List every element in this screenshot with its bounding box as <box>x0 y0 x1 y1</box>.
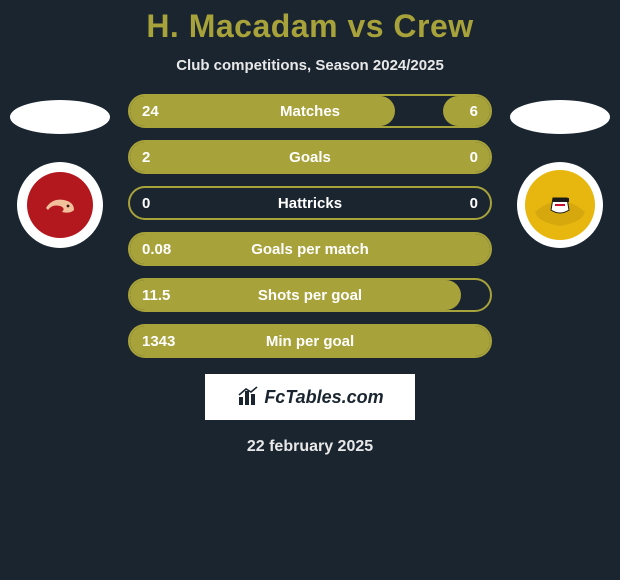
title-player-a: H. Macadam <box>146 8 338 44</box>
title-vs: vs <box>347 8 384 44</box>
date-line: 22 february 2025 <box>0 438 620 456</box>
stat-row: 0.08Goals per match <box>128 232 492 266</box>
subtitle: Club competitions, Season 2024/2025 <box>0 57 620 74</box>
stat-row: 1343Min per goal <box>128 324 492 358</box>
stat-fill-left <box>130 96 395 126</box>
stat-fill-left <box>130 326 490 356</box>
club-col-left <box>0 94 120 248</box>
country-oval-left <box>10 100 110 134</box>
page-title: H. Macadam vs Crew <box>0 8 620 45</box>
country-oval-right <box>510 100 610 134</box>
club-badge-left <box>17 162 103 248</box>
stat-row: 0Hattricks0 <box>128 186 492 220</box>
stat-fill-left <box>130 142 490 172</box>
root: H. Macadam vs Crew Club competitions, Se… <box>0 0 620 456</box>
stats-column: 24Matches6 2Goals0 0Hattricks0 0.08Goals pe… <box>120 94 500 358</box>
club-badge-right-inner <box>525 170 595 240</box>
club-col-right <box>500 94 620 248</box>
stat-fill-right <box>443 96 490 126</box>
bars-icon <box>236 385 260 409</box>
stat-row: 11.5Shots per goal <box>128 278 492 312</box>
club-badge-left-inner <box>27 172 93 238</box>
stat-track <box>128 186 492 220</box>
brand-text: FcTables.com <box>264 387 383 408</box>
stat-fill-left <box>130 234 490 264</box>
club-badge-right <box>517 162 603 248</box>
stat-row: 24Matches6 <box>128 94 492 128</box>
shrimp-icon <box>40 192 80 218</box>
title-player-b: Crew <box>393 8 473 44</box>
brand-box: FcTables.com <box>205 374 415 420</box>
stat-fill-left <box>130 280 461 310</box>
viking-crest-icon <box>525 170 595 240</box>
stat-row: 2Goals0 <box>128 140 492 174</box>
main-row: 24Matches6 2Goals0 0Hattricks0 0.08Goals pe… <box>0 94 620 358</box>
